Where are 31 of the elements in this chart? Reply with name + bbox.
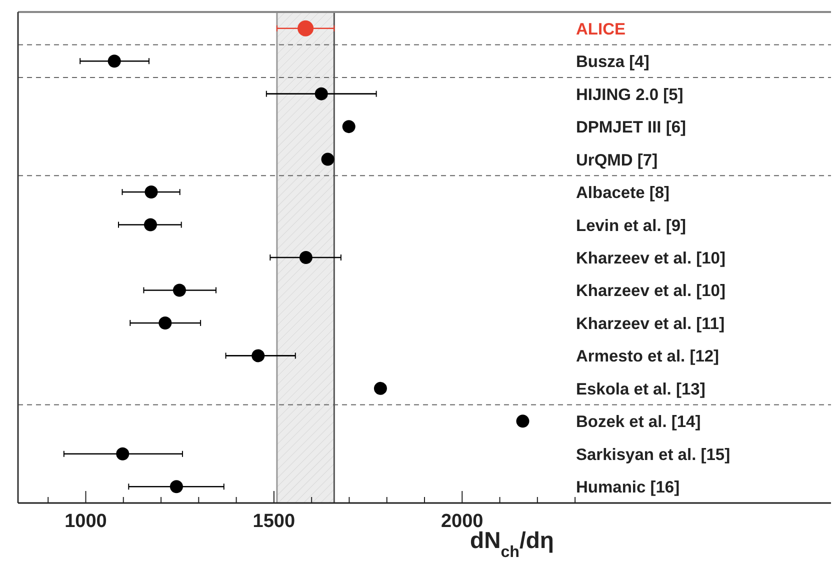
point (314, 87, 328, 100)
point (170, 480, 183, 494)
y-tick-label: Armesto et al. [12] (576, 348, 720, 366)
x-tick-label: 1500 (252, 511, 296, 532)
y-tick-label: Kharzeev et al. [10] (576, 282, 726, 300)
point (321, 152, 334, 166)
point (374, 382, 387, 395)
point (116, 447, 130, 460)
y-tick-label: Albacete [8] (576, 184, 670, 202)
x-tick-label: 1000 (64, 511, 107, 532)
point (144, 186, 158, 199)
y-tick-label: Kharzeev et al. [10] (576, 250, 726, 268)
y-tick-label: HIJING 2.0 [5] (576, 86, 684, 104)
y-tick-label: DPMJET III [6] (576, 118, 686, 137)
point (516, 414, 530, 428)
y-tick-label: Humanic [16] (576, 478, 680, 497)
y-tick-label: UrQMD [7] (576, 151, 658, 170)
point (299, 251, 312, 264)
point (108, 54, 121, 68)
y-tick-label: Eskola et al. [13] (576, 380, 706, 398)
point (252, 349, 265, 362)
y-tick-label: Busza [4] (576, 53, 650, 72)
y-tick-label: Kharzeev et al. [11] (576, 314, 725, 333)
point (342, 120, 356, 134)
y-tick-label: Bozek et al. [14] (576, 413, 701, 432)
y-tick-label: Levin et al. [9] (576, 216, 686, 235)
y-tick-label: ALICE (576, 20, 626, 38)
point (144, 218, 157, 232)
point (172, 284, 186, 297)
y-tick-label: Sarkisyan et al. [15] (576, 446, 730, 464)
point (158, 316, 172, 330)
